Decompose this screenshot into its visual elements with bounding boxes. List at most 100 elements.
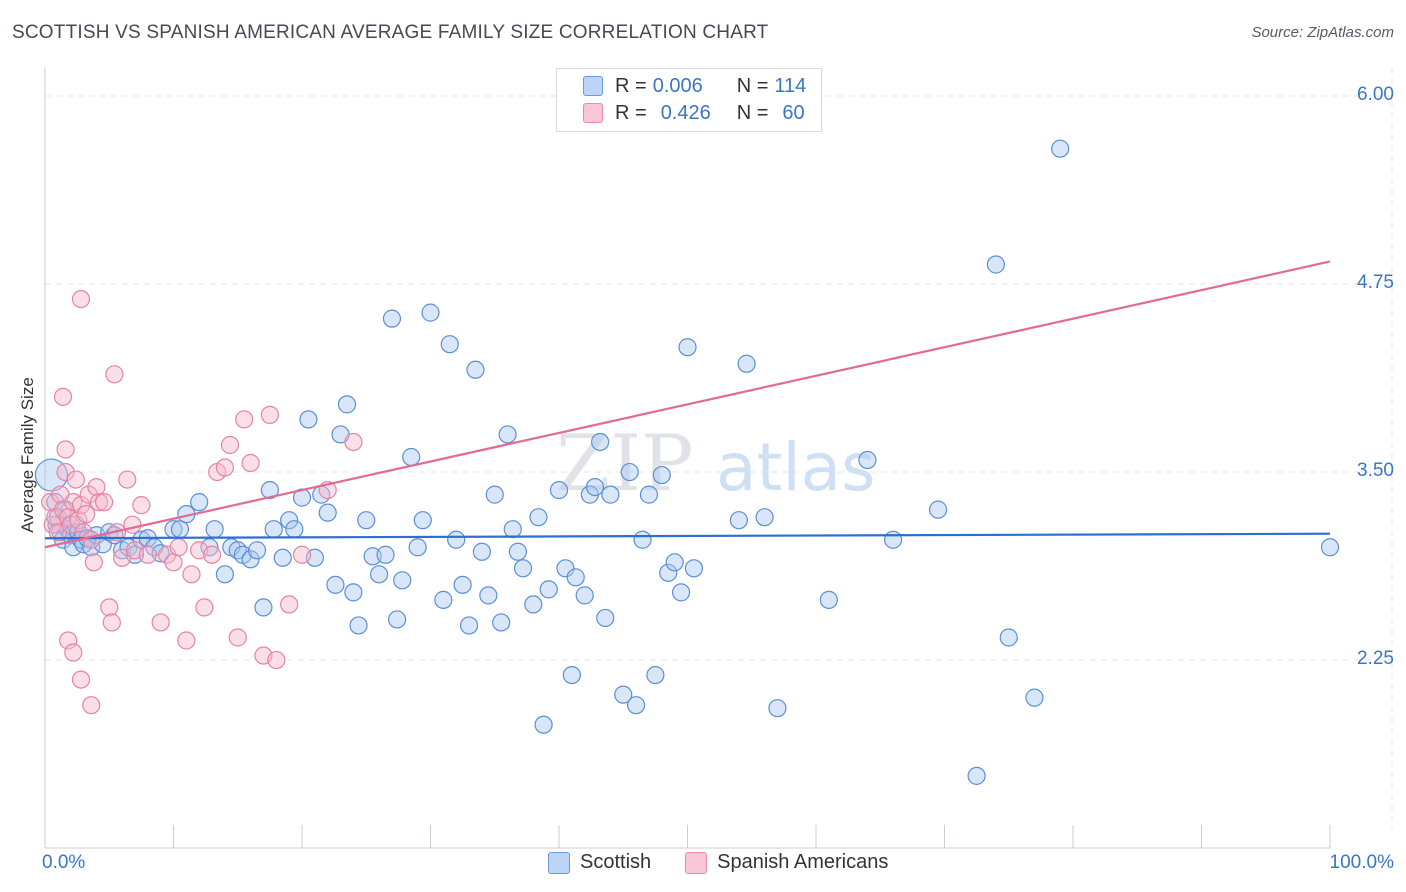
watermark: ZIP atlas: [556, 419, 876, 509]
series-scottish-points: [34, 139, 1340, 785]
legend-item-spanish-americans[interactable]: Spanish Americans: [685, 851, 888, 874]
correlation-legend: R = 0.006 N = 114 R = 0.426 N = 60: [556, 68, 822, 132]
legend-label-spanish: Spanish Americans: [717, 851, 889, 873]
spanish-point: [169, 538, 188, 557]
scottish-point: [357, 511, 376, 530]
spanish-point: [195, 598, 214, 617]
scottish-point: [273, 548, 292, 567]
spanish-point: [105, 365, 124, 384]
scottish-point: [614, 685, 633, 704]
spanish-point: [100, 598, 119, 617]
spanish-point: [220, 435, 240, 455]
scottish-point: [479, 586, 498, 605]
legend-label-scottish: Scottish: [580, 851, 652, 873]
scottish-point: [755, 508, 774, 527]
spanish-point: [66, 470, 85, 489]
scottish-point: [421, 303, 440, 322]
scottish-point: [387, 610, 407, 629]
legend-swatch-blue: [583, 76, 603, 96]
spanish-point: [235, 410, 254, 429]
legend-r-value: 0.426: [660, 101, 711, 124]
scottish-point: [566, 568, 585, 587]
scottish-point: [819, 590, 838, 609]
legend-n-label: N =: [736, 74, 769, 97]
spanish-point: [56, 462, 75, 482]
spanish-point: [215, 458, 234, 477]
scottish-point: [967, 766, 986, 785]
legend-item-scottish[interactable]: Scottish: [548, 851, 651, 874]
spanish-point: [74, 523, 93, 542]
scottish-point: [472, 542, 491, 561]
scottish-point: [447, 530, 466, 549]
spanish-point: [71, 289, 91, 309]
y-axis-label: Average Family Size: [18, 377, 37, 533]
scottish-point: [928, 500, 948, 519]
spanish-point: [280, 595, 299, 614]
scottish-point: [498, 425, 517, 444]
legend-r-label: R =: [615, 74, 647, 97]
scottish-point: [170, 520, 190, 539]
scottish-point: [883, 530, 903, 549]
scottish-point: [513, 559, 533, 578]
scottish-point: [299, 410, 318, 429]
spanish-point: [89, 493, 109, 512]
scottish-point: [585, 477, 605, 497]
scottish-point: [326, 575, 345, 594]
scottish-point: [596, 608, 615, 628]
y-tick-label: 3.50: [1357, 460, 1394, 482]
legend-n-value: 114: [774, 74, 807, 97]
spanish-point: [202, 545, 222, 564]
scottish-point: [215, 565, 234, 584]
source-label: Source: ZipAtlas.com: [1251, 24, 1394, 41]
scottish-point: [264, 520, 283, 539]
spanish-point: [138, 545, 157, 564]
scottish-point: [999, 628, 1018, 647]
spanish-point: [267, 650, 286, 670]
spanish-point: [56, 440, 75, 459]
spanish-point: [79, 485, 98, 504]
legend-n-label: N =: [736, 101, 769, 124]
scottish-point: [556, 559, 575, 578]
scottish-point: [285, 520, 304, 539]
spanish-point: [87, 477, 106, 497]
legend-row-spanish: R = 0.426 N = 60: [583, 100, 805, 126]
scottish-point: [508, 542, 527, 561]
legend-row-scottish: R = 0.006 N = 114: [583, 73, 806, 99]
spanish-point: [59, 631, 78, 650]
spanish-point: [71, 670, 91, 689]
scottish-point: [539, 580, 558, 599]
spanish-point: [177, 631, 196, 650]
chart-title: SCOTTISH VS SPANISH AMERICAN AVERAGE FAM…: [12, 22, 769, 43]
legend-n-value: 60: [782, 101, 805, 124]
scottish-point: [349, 616, 368, 635]
scottish-point: [434, 590, 453, 609]
scottish-point: [337, 395, 357, 414]
scottish-point: [1025, 688, 1044, 707]
scottish-trend-line: [44, 532, 1331, 540]
scottish-point: [671, 583, 691, 602]
scottish-point: [729, 511, 749, 530]
spanish-point: [182, 565, 201, 584]
spanish-point: [118, 470, 137, 489]
scottish-point: [280, 511, 299, 530]
scottish-point: [562, 665, 581, 685]
scottish-point: [503, 520, 522, 539]
scottish-point: [393, 571, 412, 590]
x-tick-min: 0.0%: [42, 852, 86, 873]
axes: [44, 68, 1331, 849]
spanish-trend-line: [44, 260, 1331, 549]
spanish-point: [64, 643, 83, 662]
scottish-point: [254, 598, 273, 617]
scottish-point: [549, 480, 569, 500]
spanish-point: [241, 453, 260, 473]
scottish-point: [633, 530, 652, 549]
series-spanish-points: [41, 289, 363, 715]
spanish-point: [84, 553, 103, 572]
spanish-point: [46, 508, 65, 527]
spanish-point: [123, 515, 142, 534]
y-tick-label: 2.25: [1357, 648, 1394, 670]
spanish-point: [82, 530, 101, 549]
scottish-point: [247, 541, 267, 560]
scottish-point: [626, 696, 646, 715]
scottish-point: [459, 616, 479, 635]
